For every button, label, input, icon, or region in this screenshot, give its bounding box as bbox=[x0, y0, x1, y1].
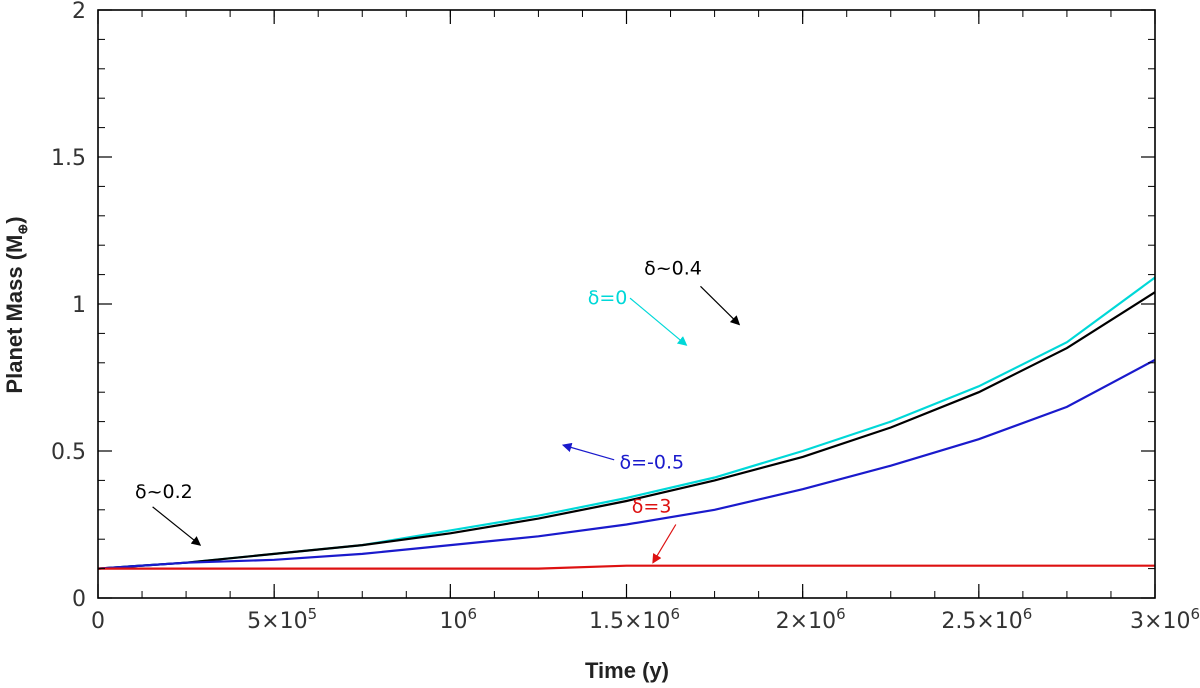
annotation-label: δ~0.4 bbox=[644, 258, 702, 280]
x-tick-label: 2.5×106 bbox=[941, 605, 1032, 634]
series-line-1 bbox=[97, 291, 1156, 570]
tick-layer: 0 5×105 106 1.5×106 2×106 2.5×106 3×106 0 0.5 1 1.… bbox=[51, 0, 1200, 634]
y-tick-label: 2 bbox=[72, 0, 86, 24]
annotation-label: δ=0 bbox=[588, 287, 628, 309]
x-tick-label: 3×106 bbox=[1130, 605, 1200, 634]
y-axis-title: Planet Mass (M⊕) bbox=[2, 216, 30, 393]
annotation-arrow bbox=[561, 442, 615, 461]
y-tick-label: 0 bbox=[72, 587, 86, 612]
x-tick-label: 1.5×106 bbox=[589, 605, 680, 634]
annotation-label: δ=-0.5 bbox=[619, 452, 684, 474]
x-tick-label: 5×105 bbox=[247, 605, 317, 634]
series-layer bbox=[97, 276, 1156, 570]
annotation-label: δ~0.2 bbox=[135, 481, 193, 503]
x-axis-title: Time (y) bbox=[585, 658, 669, 683]
annotation-arrow bbox=[629, 297, 688, 346]
y-tick-label: 1 bbox=[72, 293, 86, 318]
annotation-arrow bbox=[700, 285, 741, 326]
y-tick-label: 1.5 bbox=[51, 146, 86, 171]
x-tick-label: 2×106 bbox=[776, 605, 846, 634]
annotation-arrow bbox=[652, 524, 677, 564]
annotation-label: δ=3 bbox=[632, 496, 672, 518]
x-tick-label: 106 bbox=[440, 605, 478, 634]
x-tick-label: 0 bbox=[91, 609, 105, 634]
annotation-layer: δ=0 δ~0.4 δ=-0.5 δ~0.2 δ=3 bbox=[135, 258, 741, 564]
y-tick-label: 0.5 bbox=[51, 440, 86, 465]
annotation-arrow bbox=[152, 506, 202, 546]
series-line-2 bbox=[97, 358, 1156, 570]
series-line-3 bbox=[98, 564, 1155, 570]
